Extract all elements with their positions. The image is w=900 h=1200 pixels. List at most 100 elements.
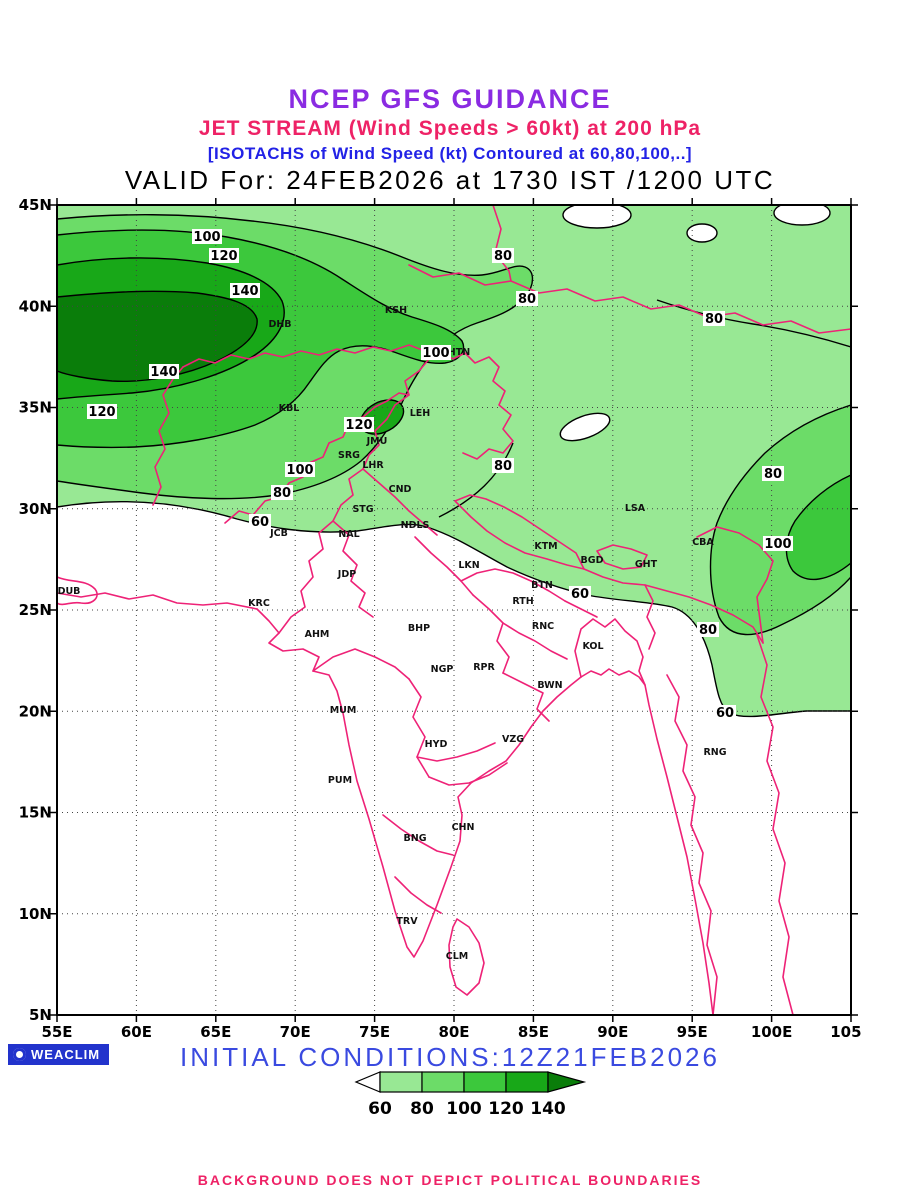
city-label: CBA bbox=[692, 537, 714, 548]
city-label: LSA bbox=[625, 503, 646, 514]
city-label: JDP bbox=[337, 569, 356, 580]
colorbar-segment bbox=[505, 1071, 549, 1093]
disclaimer-text: BACKGROUND DOES NOT DEPICT POLITICAL BOU… bbox=[197, 1172, 703, 1188]
weaclim-logo: WEACLIM bbox=[8, 1044, 110, 1065]
boundary-line bbox=[756, 634, 794, 1015]
boundary-line bbox=[583, 568, 764, 644]
boundary-line bbox=[696, 526, 774, 644]
contour-line-80kt-ne bbox=[656, 299, 851, 348]
city-label: MUM bbox=[330, 705, 357, 716]
contour-label-box bbox=[271, 485, 293, 500]
boundary-line bbox=[596, 544, 648, 570]
lon-label: 105E bbox=[830, 1023, 861, 1041]
colorbar-legend: 60 80 100 120 140 bbox=[354, 1071, 587, 1119]
lat-label: 45N bbox=[19, 196, 52, 214]
title-isotachs: [ISOTACHS of Wind Speed (kt) Contoured a… bbox=[207, 144, 693, 163]
longitude-axis: 55E 60E 65E 70E 75E 80E 85E 90E 95E 100E 105E bbox=[41, 1023, 861, 1041]
contour-label-box bbox=[249, 514, 271, 529]
contour-label-box bbox=[209, 248, 239, 263]
city-label: LEH bbox=[410, 408, 431, 419]
colorbar-label: 140 bbox=[530, 1099, 566, 1119]
lon-label: 65E bbox=[200, 1023, 231, 1041]
lat-label: 40N bbox=[19, 297, 52, 315]
lon-label: 55E bbox=[41, 1023, 72, 1041]
contour-value-labels: 100 120 140 140 120 100 80 60 80 80 100 120 80 80 80 10… bbox=[87, 229, 793, 721]
title-jet-stream: JET STREAM (Wind Speeds > 60kt) at 200 h… bbox=[198, 117, 702, 140]
contour-label: 120 bbox=[210, 249, 237, 264]
contour-label: 100 bbox=[422, 346, 449, 361]
boundary-line bbox=[362, 468, 438, 536]
city-label: AHM bbox=[305, 629, 330, 640]
boundary-line bbox=[256, 608, 582, 958]
contour-label: 60 bbox=[716, 706, 734, 721]
contour-line-80kt-arc bbox=[438, 442, 514, 518]
political-boundaries bbox=[57, 205, 851, 1015]
lat-label: 15N bbox=[19, 804, 52, 822]
city-label: BTN bbox=[531, 580, 553, 591]
contour-label: 120 bbox=[345, 418, 372, 433]
boundary-line bbox=[448, 918, 485, 996]
sub60-hole bbox=[562, 205, 632, 229]
contour-label-box bbox=[763, 536, 793, 551]
title-ncep-gfs: NCEP GFS GUIDANCE bbox=[288, 84, 612, 114]
lat-label: 5N bbox=[29, 1006, 52, 1024]
lon-label: 75E bbox=[359, 1023, 390, 1041]
boundary-line bbox=[224, 392, 410, 524]
boundary-line bbox=[414, 536, 474, 596]
boundary-line bbox=[57, 592, 258, 610]
boundary-line bbox=[182, 344, 442, 368]
contour-label-box bbox=[714, 705, 736, 720]
contour-label-box bbox=[492, 458, 514, 473]
contour-label: 80 bbox=[699, 623, 717, 638]
colorbar-label: 60 bbox=[368, 1099, 392, 1119]
contour-label-box bbox=[697, 622, 719, 637]
contour-label-box bbox=[569, 586, 591, 601]
weaclim-logo-text: WEACLIM bbox=[31, 1047, 101, 1062]
colorbar-label: 100 bbox=[446, 1099, 482, 1119]
contour-label-box bbox=[149, 364, 179, 379]
city-label: BGD bbox=[581, 555, 604, 566]
city-label: NAL bbox=[338, 529, 359, 540]
contour-label-box bbox=[285, 462, 315, 477]
city-label: BNG bbox=[404, 833, 427, 844]
contour-label-box bbox=[492, 248, 514, 263]
contour-label: 60 bbox=[571, 587, 589, 602]
city-label: KTM bbox=[534, 541, 557, 552]
lat-label: 35N bbox=[19, 399, 52, 417]
contour-label: 80 bbox=[764, 467, 782, 482]
contour-label: 60 bbox=[251, 515, 269, 530]
colorbar-label: 80 bbox=[410, 1099, 434, 1119]
boundary-line bbox=[57, 576, 98, 606]
city-label: KOL bbox=[582, 641, 603, 652]
boundary-line bbox=[644, 584, 656, 650]
city-label: DUB bbox=[58, 586, 81, 597]
boundary-line bbox=[574, 618, 646, 686]
city-label: LHR bbox=[362, 460, 384, 471]
colorbar-over-arrow bbox=[547, 1071, 587, 1093]
city-label: CND bbox=[389, 484, 412, 495]
contour-label: 80 bbox=[494, 249, 512, 264]
colorbar-label: 120 bbox=[488, 1099, 524, 1119]
contour-label: 80 bbox=[518, 292, 536, 307]
contour-fill-140kt-core bbox=[57, 290, 258, 383]
contour-label: 100 bbox=[286, 463, 313, 478]
city-label: VZG bbox=[502, 734, 524, 745]
latitude-axis: 45N 40N 35N 30N 25N 20N 15N 10N 5N bbox=[19, 196, 52, 1024]
lon-label: 85E bbox=[518, 1023, 549, 1041]
city-label: LKN bbox=[458, 560, 479, 571]
boundary-line bbox=[394, 876, 442, 914]
sub60-hole bbox=[686, 223, 718, 243]
contour-label-box bbox=[762, 466, 784, 481]
boundary-line bbox=[278, 350, 442, 634]
boundary-line bbox=[382, 814, 454, 856]
boundary-line bbox=[666, 674, 718, 1015]
lon-label: 100E bbox=[751, 1023, 793, 1041]
city-label: GHT bbox=[635, 559, 658, 570]
city-label: RPR bbox=[473, 662, 495, 673]
contour-label-box bbox=[344, 417, 374, 432]
contour-label: 120 bbox=[88, 405, 115, 420]
map-layers bbox=[57, 205, 851, 1015]
contour-label: 140 bbox=[231, 284, 258, 299]
